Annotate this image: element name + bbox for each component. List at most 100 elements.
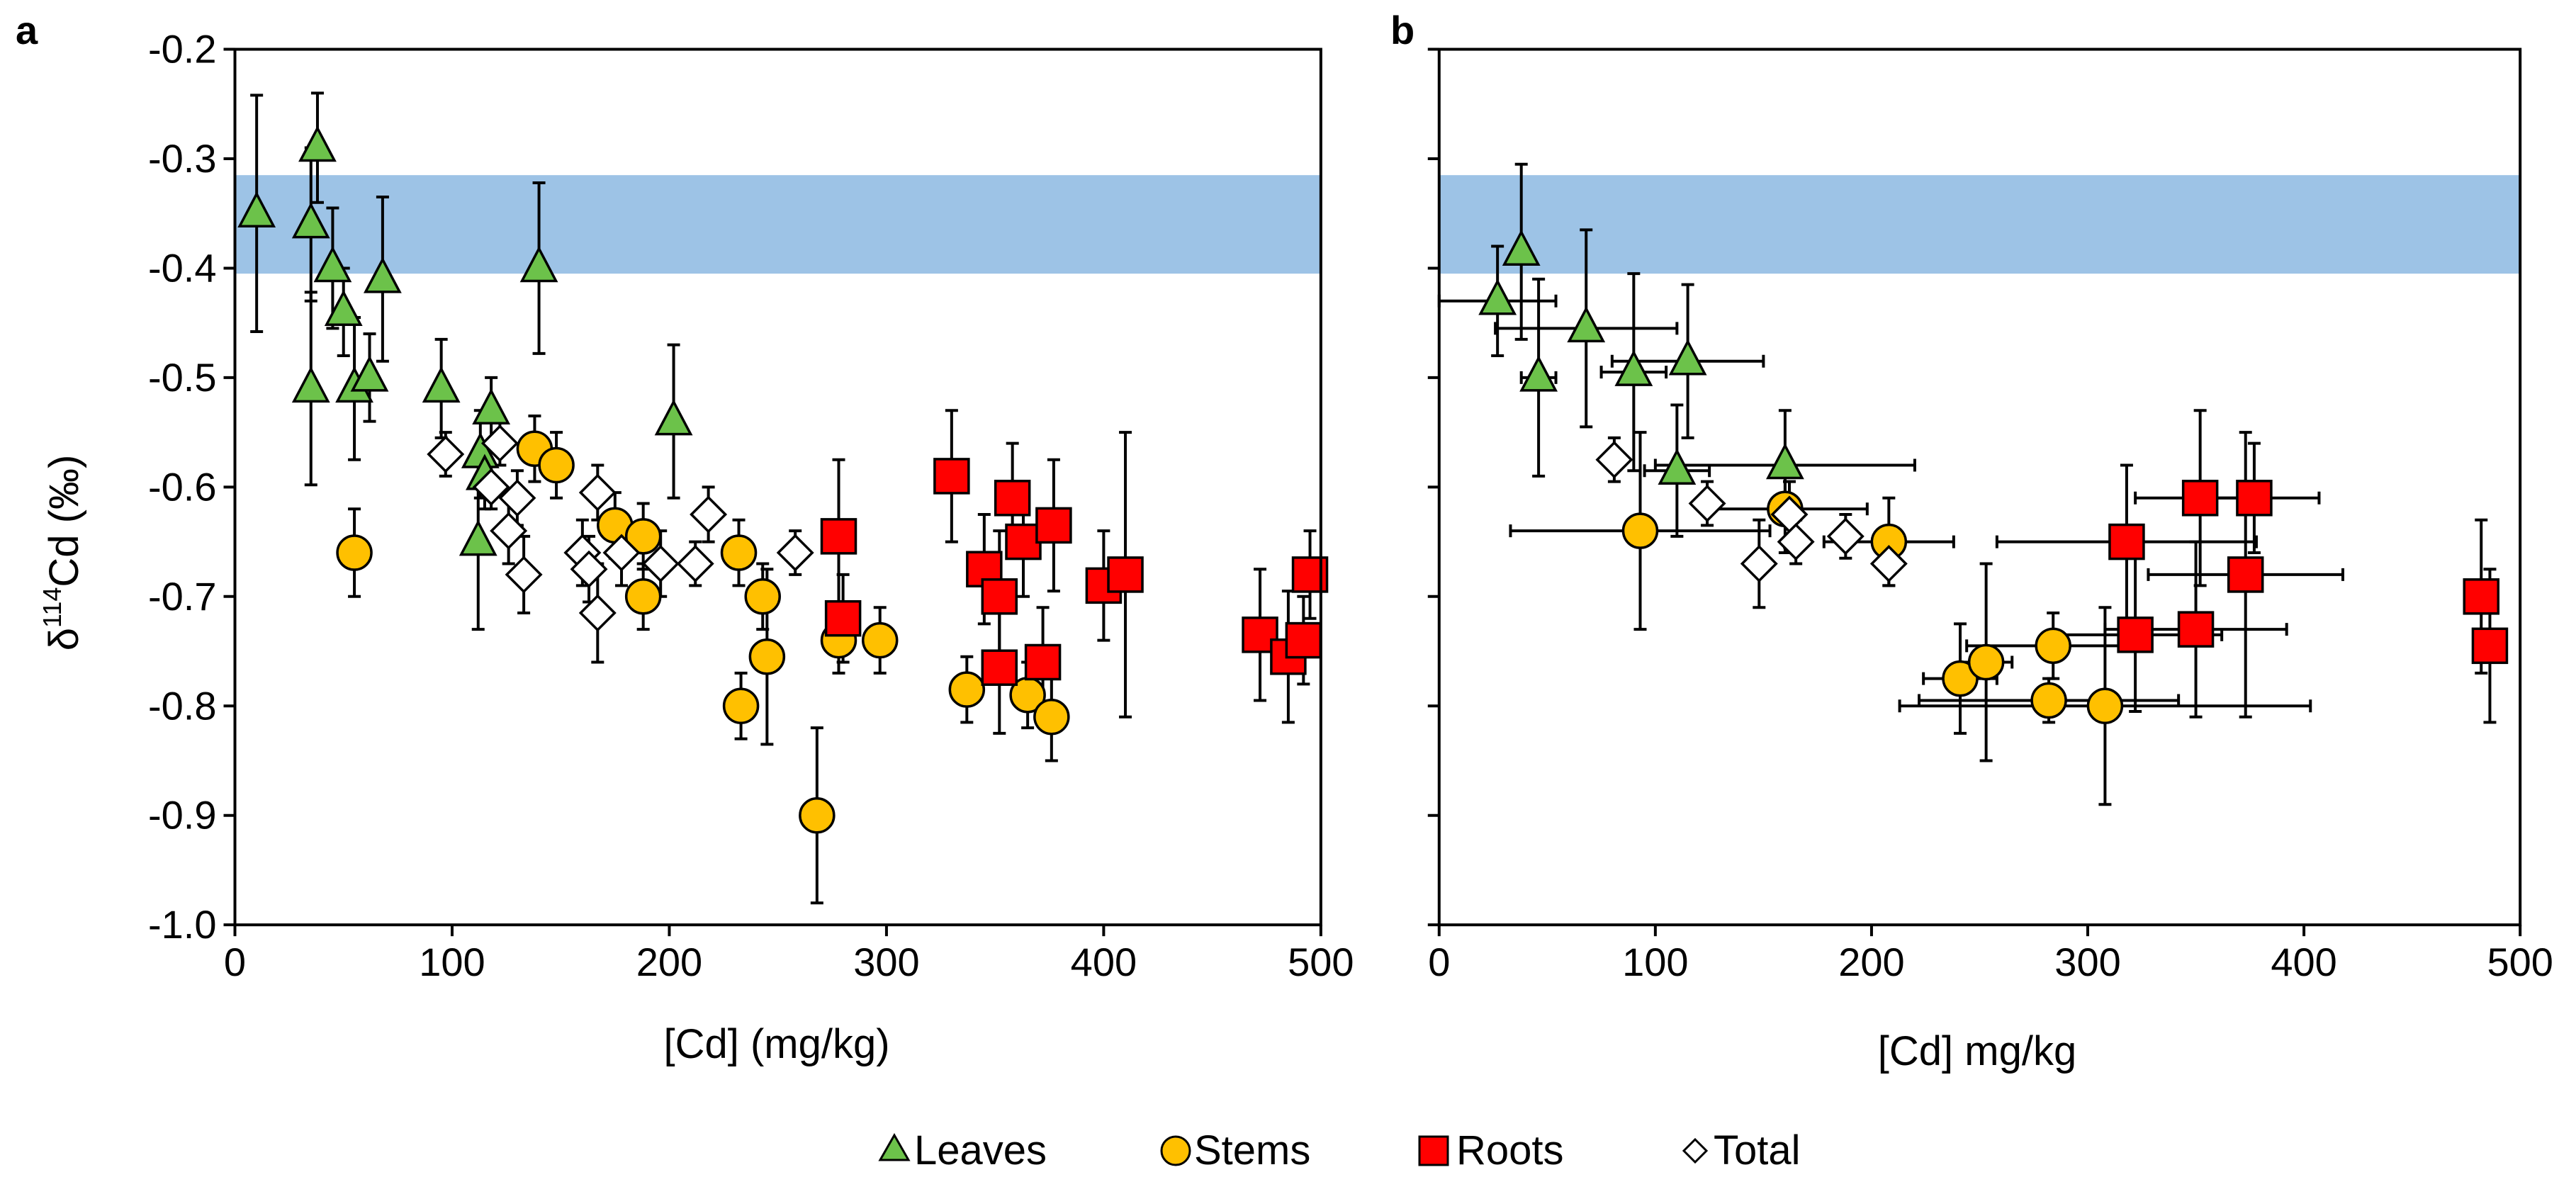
- panel-a-total-point: [578, 473, 617, 512]
- panel-b-leaves-point: [1478, 278, 1517, 315]
- panel-a-leaves-point: [350, 355, 389, 392]
- panel-a-y-tick-label: -0.5: [148, 355, 217, 400]
- panel-a-y-tick-label: -0.4: [148, 245, 217, 290]
- panel-a-x-tick-label: 100: [419, 940, 485, 984]
- panel-b-stems-point: [1621, 512, 1659, 549]
- panel-a-roots-point: [1024, 643, 1062, 681]
- panel-a-roots-point: [1285, 621, 1322, 659]
- panel-a-stems-point: [799, 796, 836, 834]
- panel-a-x-tick-label: 200: [636, 940, 702, 984]
- panel-a-roots-point: [994, 480, 1031, 517]
- legend-item-stems: Stems: [1160, 1127, 1310, 1173]
- panel-a-total-point: [776, 534, 814, 572]
- panel-a-stems-point: [744, 578, 781, 615]
- panel-b-roots-point: [2108, 523, 2145, 561]
- panel-a-roots-point: [981, 649, 1018, 686]
- panel-a-stems-point: [722, 687, 760, 725]
- panel-b-stems-point: [1942, 660, 1979, 697]
- panel-b-stems-point: [2035, 627, 2071, 665]
- panel-a-roots-point: [1035, 507, 1072, 544]
- panel-a-roots-point: [933, 458, 970, 495]
- panel-a-total-point: [690, 495, 728, 534]
- panel-a-stems-point: [624, 518, 662, 555]
- panel-a-y-tick-label: -0.9: [148, 793, 217, 838]
- panel-a-x-tick-label: 300: [853, 940, 919, 984]
- legend-item-total: Total: [1682, 1127, 1801, 1173]
- panel-b-total-point: [1688, 485, 1726, 523]
- legend-label-total: Total: [1714, 1127, 1801, 1173]
- legend-triangle-icon: [878, 1132, 911, 1161]
- panel-a-y-tick-label: -0.8: [148, 683, 217, 728]
- panel-a-frame: [233, 47, 1322, 927]
- panel-a-total-point: [498, 479, 536, 517]
- panel-a-total-point: [578, 594, 617, 632]
- panel-b-leaves-point: [1567, 306, 1606, 343]
- panel-a-ticks: -0.2 -0.3 -0.4 -0.5 -0.6 -0.7 -0.8 -0.9 -1.00 100…: [148, 27, 1354, 985]
- panel-a-y-tick-label: -0.2: [148, 27, 217, 72]
- panel-b: 0 100 200 300 400 500 b [Cd] mg/kg: [1390, 8, 2553, 1074]
- panel-b-frame: [1437, 47, 2522, 927]
- panel-a-y-tick-label: -0.3: [148, 136, 217, 181]
- panel-a-y-axis-title: δ114Cd (‰): [38, 455, 87, 651]
- legend-label-stems: Stems: [1194, 1127, 1310, 1173]
- panel-a-stems-point: [624, 578, 662, 615]
- legend-label-leaves: Leaves: [914, 1127, 1047, 1173]
- panel-a-total-point: [480, 424, 519, 463]
- panel-a-roots-point: [1107, 556, 1144, 593]
- panel-a-total-point: [602, 534, 641, 572]
- panel-b-roots-point: [2463, 578, 2500, 615]
- legend-square-icon: [1418, 1135, 1449, 1166]
- panel-b-x-tick-label: 200: [1838, 940, 1904, 984]
- panel-b-ticks: 0 100 200 300 400 500: [1427, 47, 2553, 984]
- panel-a-leaves-point: [291, 366, 330, 403]
- panel-b-x-axis-title: [Cd] mg/kg: [1878, 1028, 2076, 1074]
- panel-a-leaves-point: [422, 366, 461, 403]
- panel-a-x-tick-label: 500: [1288, 940, 1354, 984]
- legend-circle-icon: [1160, 1135, 1191, 1166]
- panel-b-roots-point: [2177, 611, 2215, 648]
- panel-b-roots-point: [2181, 480, 2219, 517]
- panel-b-total-point: [1595, 441, 1633, 479]
- panel-b-total-point: [1826, 517, 1864, 556]
- panel-a-leaves-point: [298, 125, 337, 162]
- panel-a-x-tick-label: 0: [224, 940, 246, 984]
- panel-a-total-point: [570, 550, 608, 588]
- panel-a-leaves-point: [654, 399, 693, 436]
- panel-a-leaves-point: [313, 246, 352, 283]
- panel-a: -0.2 -0.3 -0.4 -0.5 -0.6 -0.7 -0.8 -0.9 -1.00 100…: [16, 8, 1354, 1067]
- panel-a-roots-point: [824, 599, 862, 637]
- panel-b-leaves-point: [1502, 229, 1541, 266]
- panel-a-total-point: [490, 512, 528, 550]
- legend: Leaves Stems Roots Total: [878, 1127, 1801, 1173]
- panel-a-markers: [237, 125, 1329, 834]
- panel-a-x-axis-title: [Cd] (mg/kg): [663, 1021, 889, 1067]
- panel-b-x-tick-label: 100: [1622, 940, 1688, 984]
- panel-a-stems-point: [336, 534, 373, 571]
- panel-b-x-tick-label: 0: [1428, 940, 1450, 984]
- panel-a-leaves-point: [364, 257, 402, 293]
- panel-a-leaves-point: [519, 246, 558, 283]
- panel-b-x-tick-label: 500: [2487, 940, 2553, 984]
- panel-a-leaves-point: [472, 388, 511, 424]
- panel-a-stems-point: [748, 638, 786, 675]
- panel-b-total-point: [1777, 523, 1815, 561]
- panel-a-leaves-point: [459, 519, 497, 556]
- panel-a-total-point: [641, 545, 680, 582]
- panel-a-total-point: [676, 545, 714, 582]
- panel-b-x-tick-label: 300: [2054, 940, 2120, 984]
- panel-b-letter: b: [1390, 8, 1414, 52]
- panel-a-leaves-point: [324, 289, 363, 326]
- panel-a-band: [235, 175, 1321, 274]
- panel-a-y-tick-label: -0.7: [148, 574, 217, 619]
- legend-label-roots: Roots: [1456, 1127, 1564, 1173]
- panel-b-roots-point: [2236, 480, 2273, 517]
- panel-b-leaves-point: [1519, 355, 1558, 392]
- panel-a-total-point: [427, 435, 465, 473]
- panel-b-roots-point: [2471, 627, 2509, 665]
- panel-b-total-point: [1869, 545, 1908, 582]
- panel-b-x-tick-label: 400: [2271, 940, 2336, 984]
- panel-b-stems-point: [2086, 687, 2124, 725]
- panel-b-stems-point: [2030, 682, 2067, 719]
- panel-a-roots-point: [1005, 523, 1042, 561]
